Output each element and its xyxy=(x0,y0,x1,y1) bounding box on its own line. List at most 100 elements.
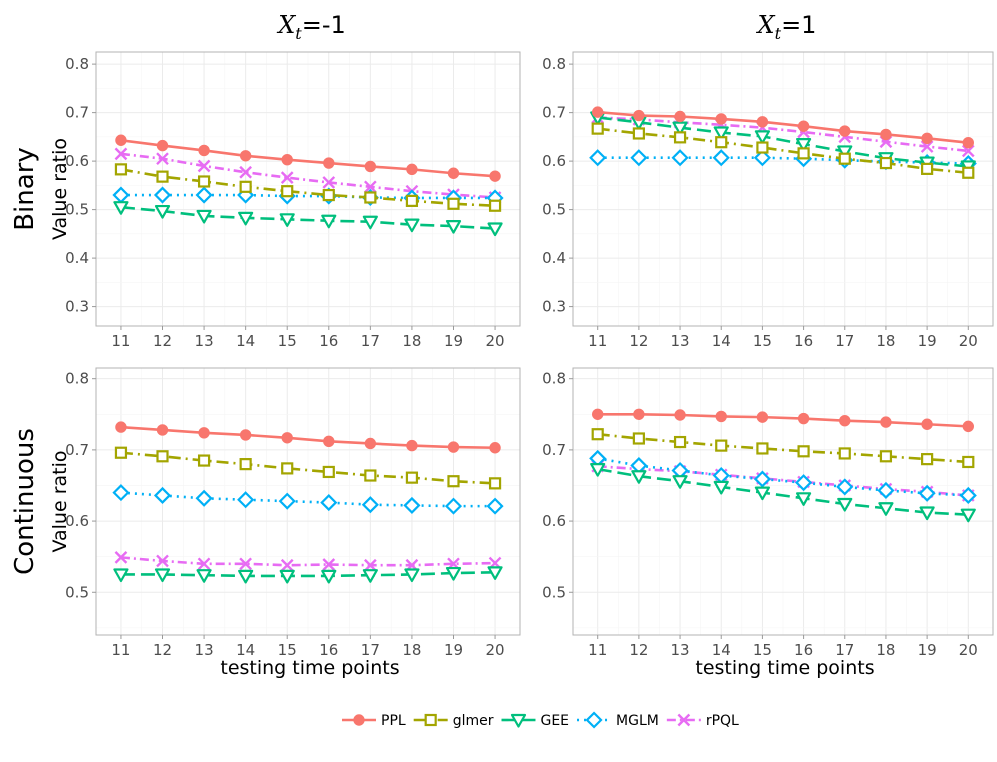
panels: 0.3 0.4 0.5 0.6 0.7 0.8 11 12 13 14 15 16 17 18 19 20 Va… xyxy=(49,51,994,679)
legend-key-marker xyxy=(424,713,437,727)
point-mglm-15 xyxy=(753,470,771,488)
point-gee-11 xyxy=(590,463,606,477)
panel-continuous-xt-neg1: 0.5 0.6 0.7 0.8 11 12 13 14 15 16 17 18 19 20 Value ra… xyxy=(49,367,521,679)
y-tick-label: 0.7 xyxy=(65,441,89,459)
point-glmer-20 xyxy=(488,477,502,490)
point-rpql-13 xyxy=(197,557,211,571)
y-tick-label: 0.3 xyxy=(65,298,89,316)
x-tick-label: 20 xyxy=(486,332,505,350)
point-ppl-13 xyxy=(674,409,686,421)
point-gee-19 xyxy=(445,219,462,234)
point-glmer-20 xyxy=(962,455,975,469)
point-gee-12 xyxy=(154,568,171,583)
series-line-rpql xyxy=(597,464,969,497)
x-tick-label: 13 xyxy=(195,332,214,350)
point-gee-19 xyxy=(445,566,462,581)
point-glmer-19 xyxy=(921,162,934,175)
point-ppl-20 xyxy=(489,170,501,182)
series-line-glmer xyxy=(597,432,969,464)
point-mglm-16 xyxy=(320,494,338,512)
x-tick-label: 11 xyxy=(588,641,607,659)
y-tick-label: 0.4 xyxy=(65,249,89,267)
point-mglm-16 xyxy=(795,474,813,492)
point-rpql-13 xyxy=(197,159,211,173)
point-gee-13 xyxy=(672,475,688,489)
x-tick-label: 14 xyxy=(712,332,731,350)
point-ppl-12 xyxy=(633,109,645,122)
point-glmer-17 xyxy=(364,469,377,482)
grid xyxy=(96,52,520,326)
point-gee-17 xyxy=(837,497,853,512)
point-glmer-13 xyxy=(673,435,687,449)
point-gee-15 xyxy=(279,569,295,584)
titles: Xt=-1 Xt=1 Binary Continuous xyxy=(10,11,816,575)
point-gee-13 xyxy=(196,209,212,224)
point-rpql-15 xyxy=(280,171,294,184)
point-glmer-14 xyxy=(239,458,252,471)
point-ppl-13 xyxy=(674,110,686,123)
point-ppl-19 xyxy=(921,132,933,145)
panel-border xyxy=(95,367,521,636)
point-gee-14 xyxy=(238,211,254,226)
legend-key-marker xyxy=(510,713,527,728)
legend-label: MGLM xyxy=(616,713,659,729)
series-ppl xyxy=(592,106,974,149)
x-tick-label: 20 xyxy=(959,641,978,659)
point-glmer-16 xyxy=(797,147,810,160)
series-mglm xyxy=(589,449,977,505)
panel-binary-xt-neg1: 0.3 0.4 0.5 0.6 0.7 0.8 11 12 13 14 15 16 17 18 19 20 Va… xyxy=(49,51,521,350)
x-tick-label: 12 xyxy=(153,641,172,659)
x-tick-label: 18 xyxy=(876,641,895,659)
grid xyxy=(573,52,993,326)
point-glmer-12 xyxy=(156,170,169,183)
x-axis-title: testing time points xyxy=(220,657,399,679)
point-gee-16 xyxy=(795,138,812,152)
point-gee-20 xyxy=(960,508,976,523)
legend-label: glmer xyxy=(453,713,494,729)
point-glmer-15 xyxy=(756,141,769,154)
point-ppl-18 xyxy=(406,163,418,176)
x-tick-label: 20 xyxy=(959,332,978,350)
point-mglm-14 xyxy=(712,149,730,167)
point-ppl-17 xyxy=(839,414,851,427)
y-tick-label: 0.6 xyxy=(542,512,566,530)
x-tick-label: 12 xyxy=(629,332,648,350)
x-tick-label: 12 xyxy=(153,332,172,350)
series-glmer xyxy=(591,428,975,469)
point-ppl-11 xyxy=(115,134,127,146)
y-axis-title: Value ratio xyxy=(49,450,71,552)
series-line-ppl xyxy=(597,110,969,144)
y-tick-label: 0.3 xyxy=(542,298,566,316)
legend-item-glmer: glmer xyxy=(413,713,494,729)
x-tick-label: 19 xyxy=(444,641,463,659)
point-gee-20 xyxy=(487,566,503,580)
point-glmer-18 xyxy=(879,156,893,170)
point-gee-13 xyxy=(672,121,688,136)
point-ppl-19 xyxy=(447,441,460,453)
series-line-rpql xyxy=(597,116,969,153)
point-glmer-19 xyxy=(447,475,460,488)
series-line-ppl xyxy=(120,425,496,450)
point-gee-18 xyxy=(404,568,420,583)
x-tick-label: 20 xyxy=(486,641,505,659)
y-tick-label: 0.5 xyxy=(65,201,89,219)
point-ppl-19 xyxy=(447,167,460,179)
point-rpql-17 xyxy=(364,558,377,572)
y-tick-label: 0.7 xyxy=(542,441,566,459)
legend-label: GEE xyxy=(540,713,569,729)
series-glmer xyxy=(114,163,502,212)
point-gee-14 xyxy=(713,480,729,495)
point-ppl-18 xyxy=(406,439,418,452)
x-tick-label: 19 xyxy=(918,332,937,350)
point-rpql-11 xyxy=(114,551,128,564)
x-tick-label: 17 xyxy=(835,641,854,659)
point-glmer-20 xyxy=(488,199,502,212)
point-glmer-13 xyxy=(673,131,687,144)
series-line-mglm xyxy=(597,156,969,165)
x-tick-label: 14 xyxy=(236,332,255,350)
point-glmer-11 xyxy=(591,428,604,441)
point-gee-18 xyxy=(878,502,894,516)
x-tick-label: 17 xyxy=(361,332,380,350)
point-gee-12 xyxy=(154,204,171,219)
